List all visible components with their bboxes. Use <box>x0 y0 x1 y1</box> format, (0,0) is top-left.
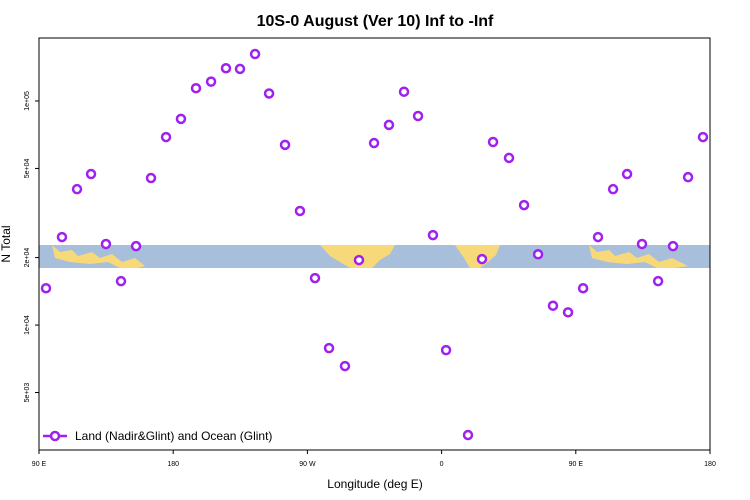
data-point <box>115 275 127 287</box>
data-point <box>592 231 604 243</box>
data-point <box>205 76 217 87</box>
data-point <box>40 282 52 294</box>
legend-item: Land (Nadir&Glint) and Ocean (Glint) <box>43 429 272 443</box>
data-point <box>279 139 291 151</box>
data-point <box>249 48 261 60</box>
chart-title: 10S-0 August (Ver 10) Inf to -Inf <box>257 13 494 30</box>
x-tick-label: 180 <box>704 461 716 468</box>
data-point <box>636 238 648 250</box>
data-point <box>652 275 664 287</box>
data-point <box>130 240 142 252</box>
data-point <box>383 119 395 131</box>
data-point <box>427 229 439 241</box>
data-point <box>309 272 321 284</box>
x-axis-label: Longitude (deg E) <box>327 477 422 491</box>
data-point <box>440 344 452 356</box>
legend-label: Land (Nadir&Glint) and Ocean (Glint) <box>75 429 272 443</box>
data-point <box>100 238 112 250</box>
legend-marker <box>49 430 61 442</box>
x-tick-label: 180 <box>167 461 179 468</box>
data-point <box>476 253 488 265</box>
data-point <box>323 342 335 354</box>
data-point <box>56 231 68 243</box>
data-point <box>160 131 172 143</box>
plot-frame <box>38 37 711 451</box>
data-point <box>547 300 559 311</box>
y-tick-label: 5e+03 <box>24 383 31 403</box>
data-point <box>234 63 246 75</box>
data-point <box>145 172 157 184</box>
data-point <box>190 82 202 94</box>
land <box>589 245 688 268</box>
data-point <box>503 152 515 164</box>
x-tick-label: 90 W <box>299 461 316 468</box>
data-point <box>263 88 275 99</box>
data-point <box>697 131 709 143</box>
data-point <box>71 183 83 195</box>
data-point <box>412 110 424 122</box>
data-point <box>532 249 544 260</box>
data-point <box>353 254 365 266</box>
data-point <box>621 168 633 180</box>
data-point <box>462 429 474 441</box>
data-point <box>339 360 351 372</box>
y-tick-label: 1e+04 <box>24 315 31 335</box>
data-point <box>398 86 410 97</box>
data-point <box>562 307 574 318</box>
y-tick-label: 1e+05 <box>24 91 31 111</box>
x-tick-label: 90 E <box>569 461 584 468</box>
data-point <box>682 171 694 183</box>
y-tick-label: 2e+04 <box>24 248 31 268</box>
y-axis-label: N Total <box>0 225 13 262</box>
x-tick-label: 90 E <box>32 461 47 468</box>
data-point <box>220 62 232 74</box>
land <box>52 245 145 268</box>
data-point <box>518 199 530 211</box>
data-point <box>368 137 380 149</box>
data-point <box>607 183 619 195</box>
x-tick-label: 0 <box>440 461 444 468</box>
data-point <box>577 282 589 294</box>
data-point <box>85 168 97 180</box>
data-point <box>667 240 679 252</box>
data-point <box>294 205 306 217</box>
data-point <box>175 113 187 125</box>
y-tick-label: 5e+04 <box>24 159 31 179</box>
data-point <box>487 136 499 148</box>
